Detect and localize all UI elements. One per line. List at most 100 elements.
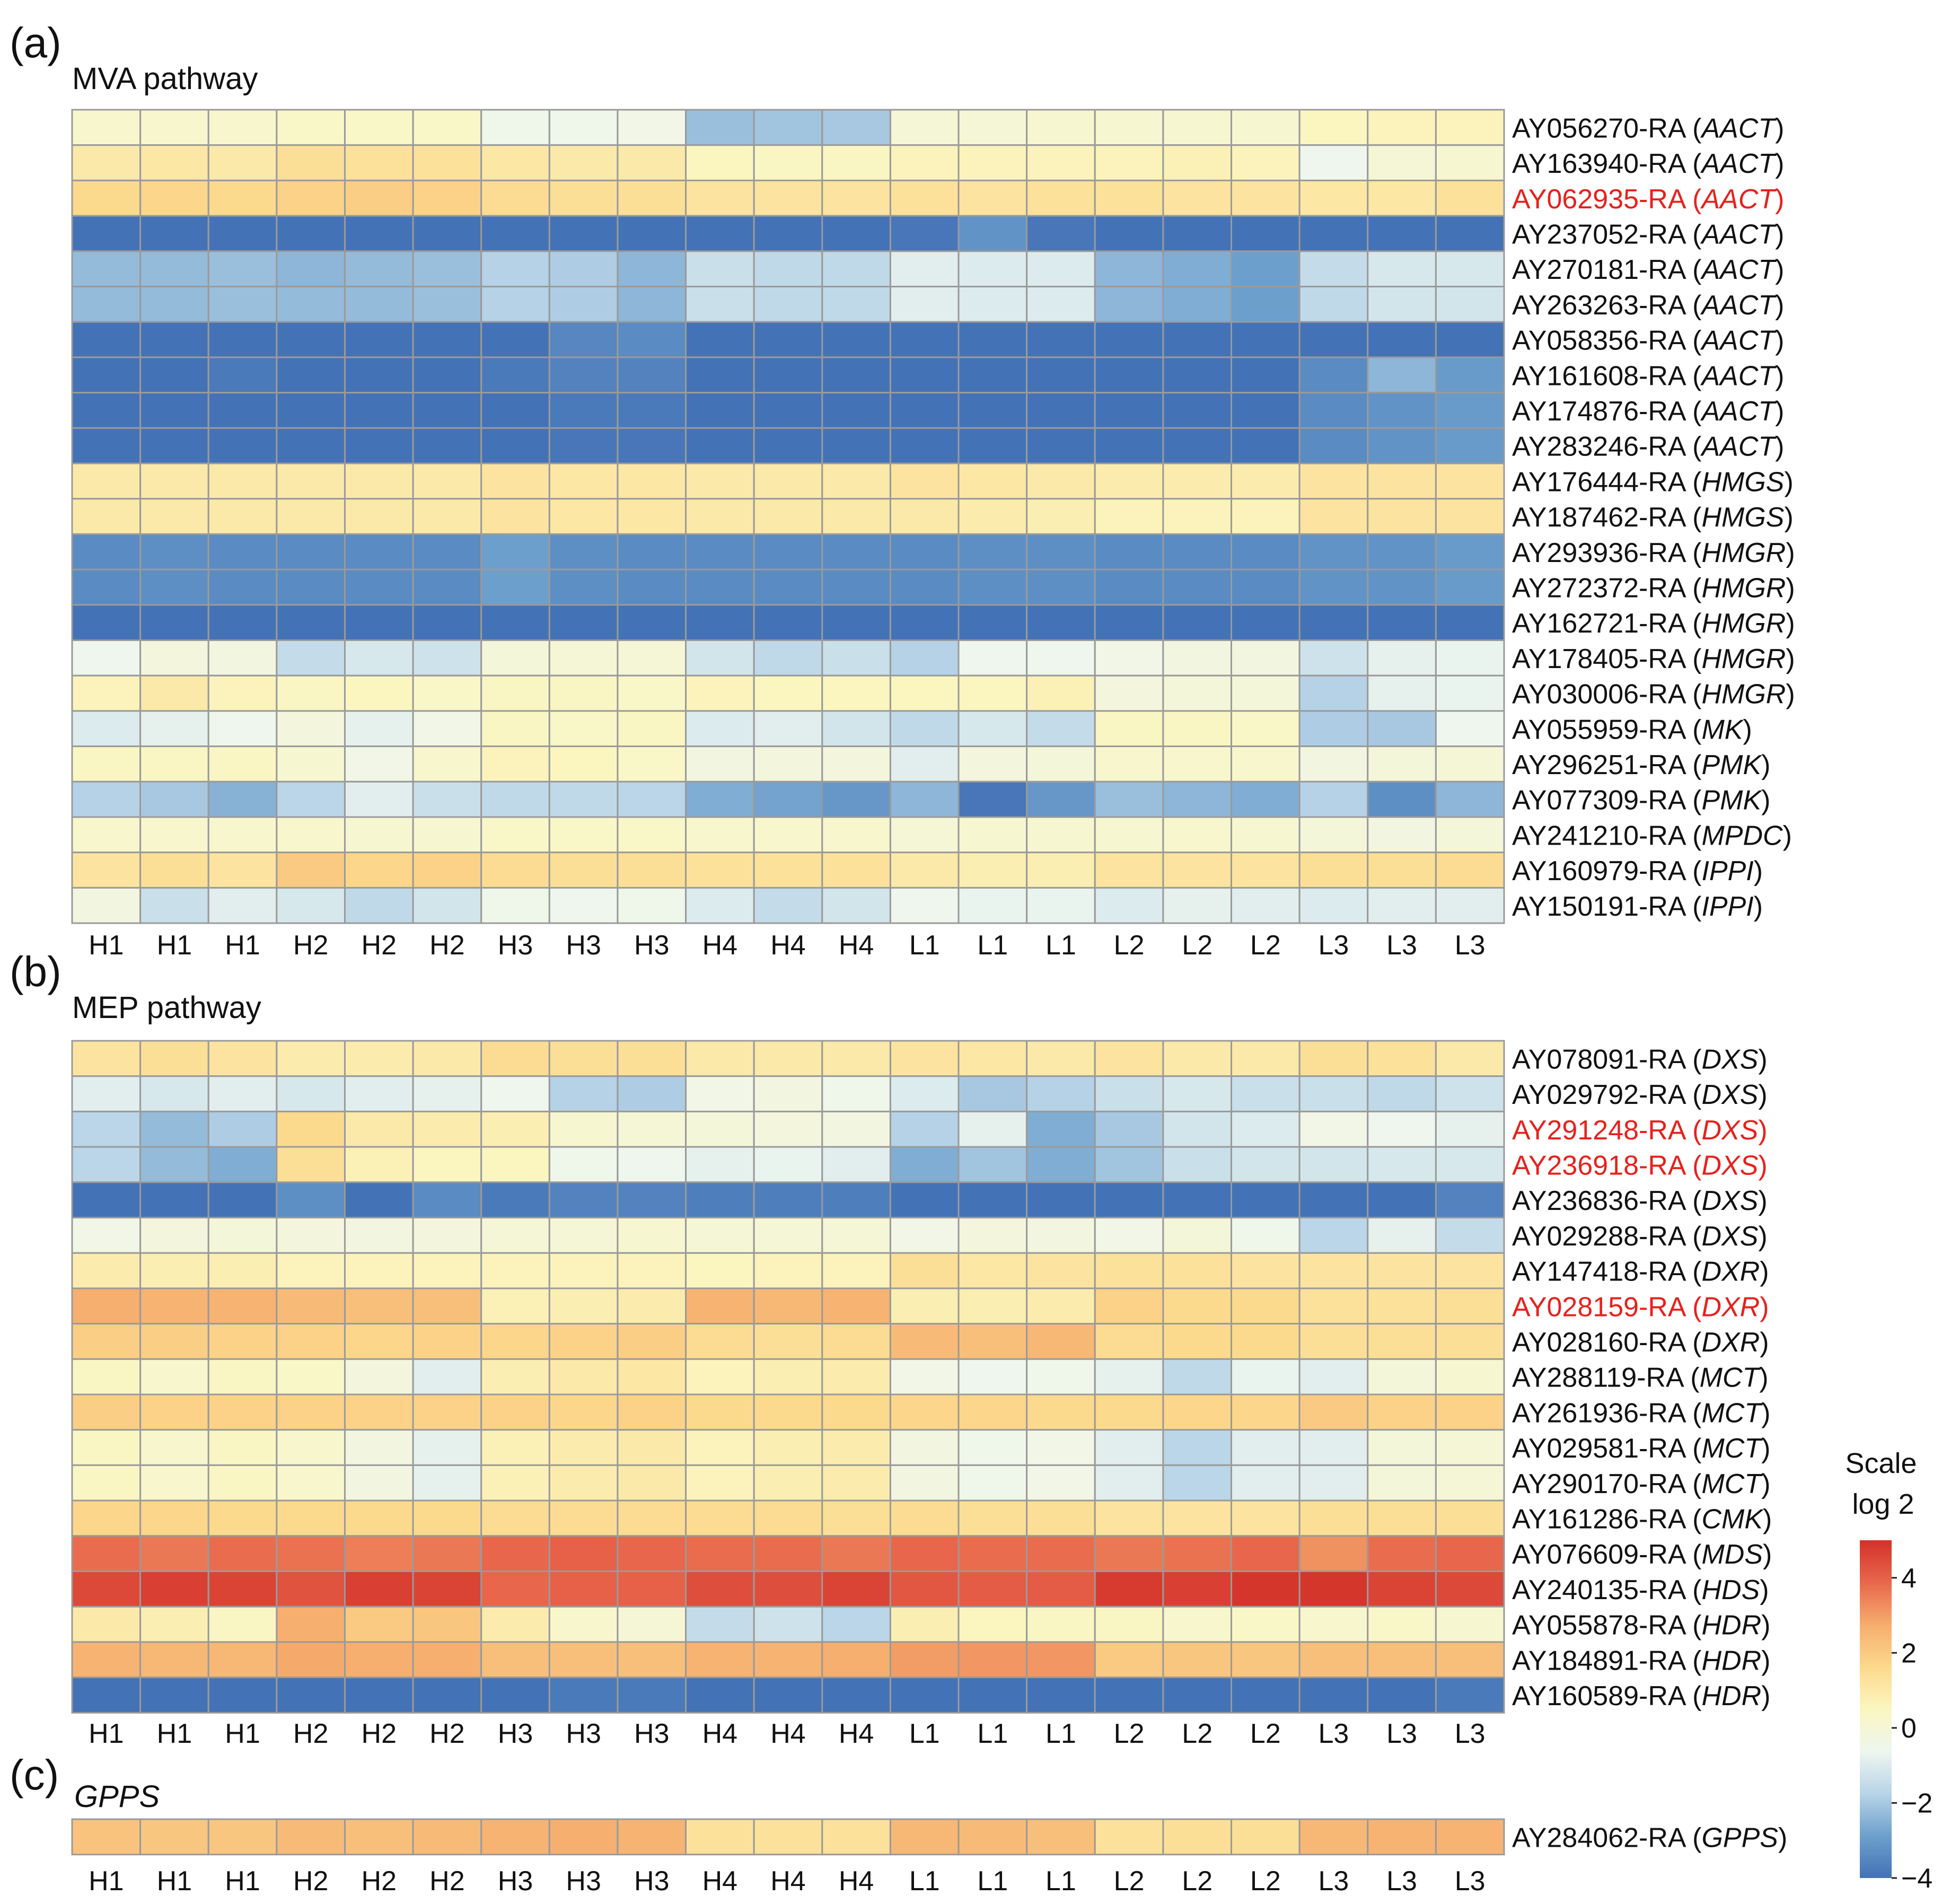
heatmap-cell (617, 710, 687, 748)
heatmap-cell (1367, 1146, 1437, 1183)
heatmap-cell (753, 1677, 823, 1714)
colorbar-tick-label: −2 (1901, 1788, 1932, 1819)
heatmap-cell (753, 887, 823, 924)
heatmap-cell (685, 1605, 755, 1643)
heatmap-cell (617, 392, 687, 429)
heatmap-cell (139, 1818, 209, 1856)
heatmap-cell (412, 1252, 482, 1289)
heatmap-cell (821, 392, 891, 429)
heatmap-cell (1231, 745, 1300, 783)
heatmap-cell (1367, 674, 1437, 712)
heatmap-cell (71, 780, 142, 818)
row-label: AY030006-RA (HMGR) (1512, 679, 1795, 710)
heatmap-cell (1026, 533, 1096, 571)
heatmap-cell (753, 392, 823, 429)
heatmap-cell (480, 427, 550, 464)
heatmap-cell (1298, 780, 1369, 818)
column-label: L3 (1455, 930, 1486, 961)
heatmap-cell (412, 568, 482, 606)
heatmap-cell (480, 215, 550, 252)
row-label: AY288119-RA (MCT) (1512, 1363, 1769, 1393)
heatmap-cell (1298, 215, 1369, 252)
heatmap-cell (1231, 1323, 1300, 1360)
heatmap-cell (480, 392, 550, 429)
column-label: H3 (498, 930, 533, 961)
heatmap-cell (1298, 1641, 1369, 1679)
heatmap-cell (207, 745, 278, 783)
heatmap-cell (344, 1181, 414, 1219)
heatmap-cell (889, 1429, 960, 1466)
heatmap-cell (957, 816, 1028, 854)
heatmap-cell (344, 568, 414, 606)
heatmap-cell (957, 215, 1028, 252)
heatmap-cell (753, 179, 823, 217)
heatmap-cell (207, 1040, 278, 1077)
heatmap-cell (1231, 356, 1300, 394)
heatmap-cell (1367, 568, 1437, 606)
heatmap-cell (412, 604, 482, 642)
heatmap-cell (1162, 321, 1233, 358)
row-paren: ) (1758, 1044, 1767, 1075)
heatmap-cell (1026, 1393, 1096, 1431)
row-gene: HDS (1701, 1575, 1760, 1605)
heatmap-cell (1094, 1677, 1164, 1714)
heatmap-cell (480, 1570, 550, 1608)
heatmap-row (71, 816, 1505, 854)
heatmap-cell (1162, 1677, 1233, 1714)
heatmap-cell (753, 1040, 823, 1077)
heatmap-cell (685, 1075, 755, 1112)
heatmap-cell (821, 356, 891, 394)
row-gene: IPPI (1701, 891, 1753, 922)
heatmap-cell (276, 321, 346, 358)
heatmap-cell (276, 392, 346, 429)
heatmap-cell (821, 816, 891, 854)
heatmap-cell (1298, 1075, 1369, 1112)
heatmap-cell (1435, 1605, 1505, 1643)
heatmap-cell (139, 1146, 209, 1183)
heatmap-cell (889, 1287, 960, 1325)
heatmap-cell (139, 780, 209, 818)
column-label: L1 (1045, 1718, 1076, 1749)
column-label: L1 (909, 930, 940, 961)
heatmap-cell (821, 1181, 891, 1219)
heatmap-cell (1162, 1358, 1233, 1396)
row-label: AY055959-RA (MK) (1512, 714, 1752, 745)
heatmap-cell (753, 1393, 823, 1431)
column-label: H3 (634, 1866, 669, 1897)
row-paren: ) (1778, 1822, 1787, 1853)
heatmap-cell (1094, 1110, 1164, 1148)
row-gene: PMK (1701, 785, 1762, 816)
heatmap-cell (71, 462, 142, 500)
heatmap-cell (1094, 604, 1164, 642)
heatmap-cell (548, 1605, 619, 1643)
row-gene: CMK (1701, 1504, 1764, 1534)
row-gene: DXS (1701, 1080, 1758, 1110)
heatmap-cell (1231, 179, 1300, 217)
heatmap-cell (1026, 568, 1096, 606)
heatmap-cell (276, 1358, 346, 1396)
heatmap-cell (207, 392, 278, 429)
heatmap-cell (821, 852, 891, 889)
heatmap-cell (1231, 1287, 1300, 1325)
row-label: AY293936-RA (HMGR) (1512, 538, 1795, 568)
heatmap-cell (889, 639, 960, 677)
heatmap-cell (1162, 462, 1233, 500)
row-id: AY150191-RA ( (1512, 891, 1702, 922)
heatmap-cell (1026, 1429, 1096, 1466)
heatmap-cell (276, 1464, 346, 1502)
heatmap-cell (139, 568, 209, 606)
heatmap-cell (412, 321, 482, 358)
heatmap-cell (753, 1110, 823, 1148)
row-paren: ) (1761, 1681, 1770, 1712)
column-label: H4 (839, 1718, 874, 1749)
heatmap-cell (1162, 1146, 1233, 1183)
heatmap-cell (207, 1429, 278, 1466)
row-paren: ) (1758, 1150, 1767, 1181)
heatmap-cell (821, 710, 891, 748)
heatmap-cell (1231, 816, 1300, 854)
heatmap-cell (1435, 1818, 1505, 1856)
heatmap-cell (1435, 1570, 1505, 1608)
row-gene: MCT (1701, 1398, 1763, 1428)
heatmap-cell (207, 533, 278, 571)
heatmap-cell (1094, 462, 1164, 500)
